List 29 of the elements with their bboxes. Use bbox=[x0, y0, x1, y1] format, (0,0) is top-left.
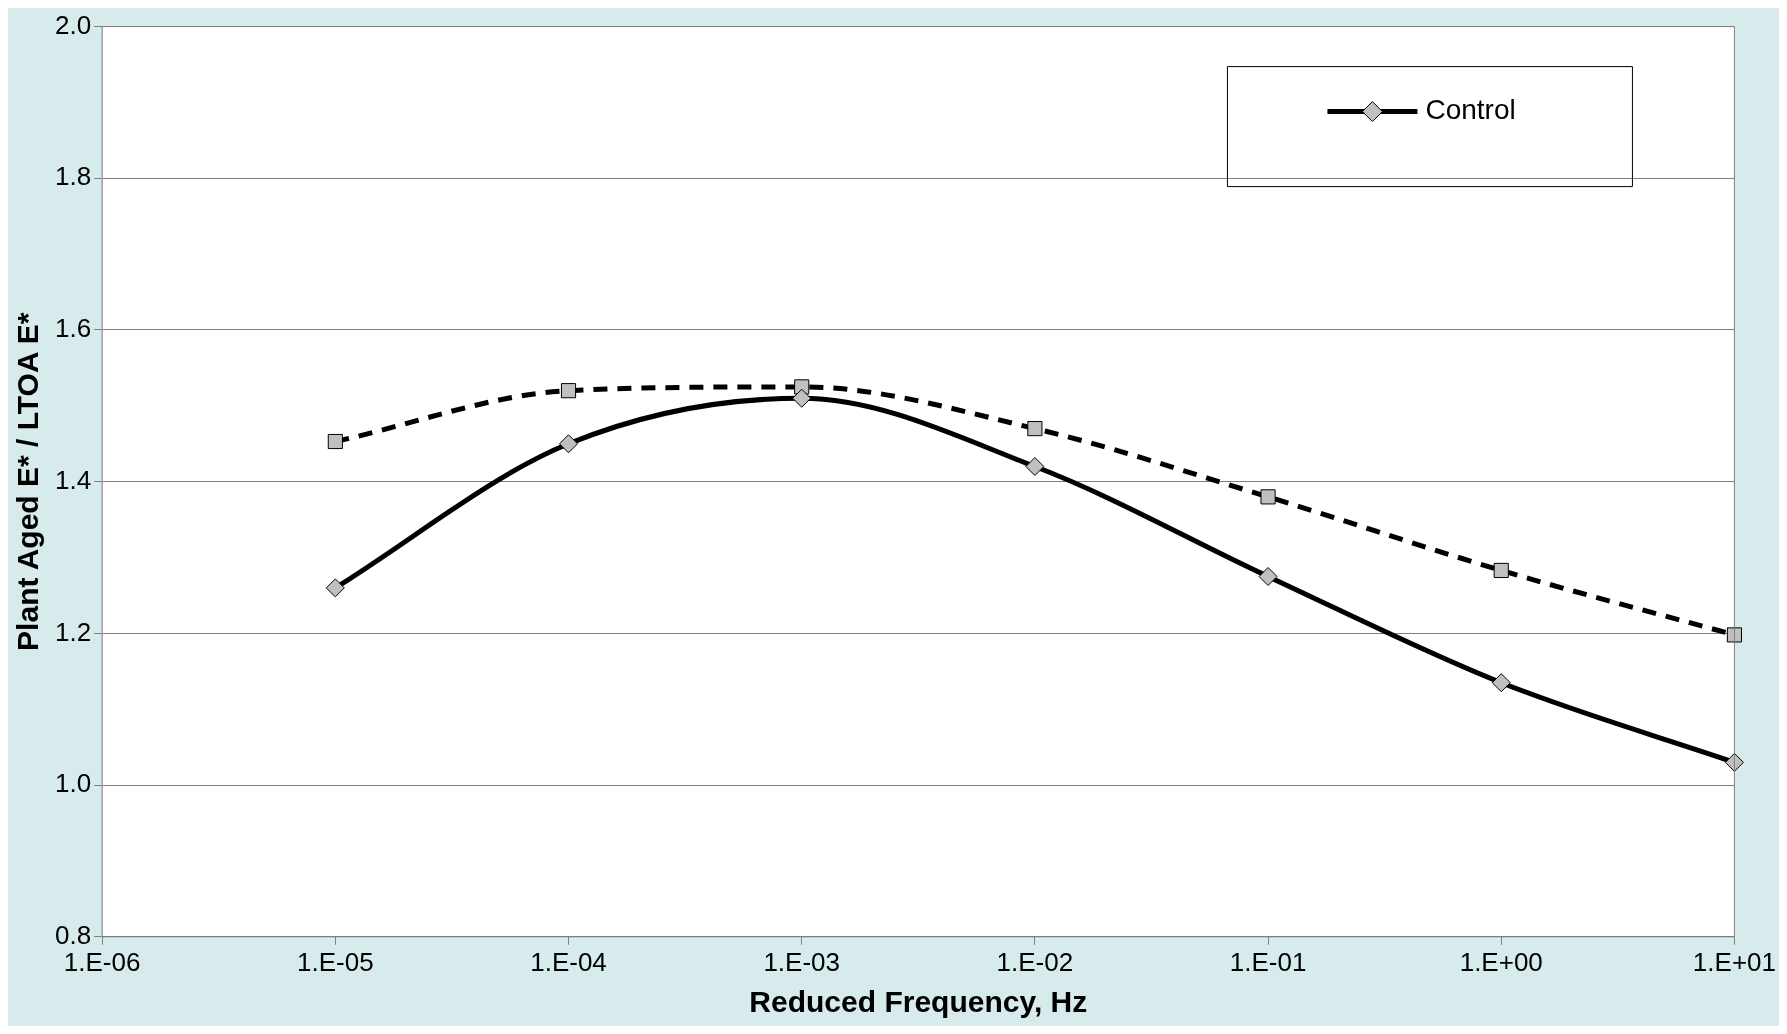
x-tick-label: 1.E-05 bbox=[297, 946, 374, 977]
x-tick-label: 1.E+01 bbox=[1692, 946, 1777, 977]
point bbox=[1260, 489, 1276, 505]
point bbox=[1491, 673, 1511, 693]
x-tick-label: 1.E-04 bbox=[530, 946, 607, 977]
x-tick-label: 1.E+00 bbox=[1459, 946, 1543, 977]
y-tick-label: 1.4 bbox=[54, 464, 92, 495]
y-tick-label: 1.0 bbox=[54, 768, 92, 799]
legend-label: Control bbox=[1425, 94, 1516, 126]
y-tick-label: 1.8 bbox=[54, 161, 92, 192]
point bbox=[1724, 752, 1744, 772]
point bbox=[325, 578, 345, 598]
point bbox=[559, 434, 579, 454]
point bbox=[1258, 567, 1278, 587]
point bbox=[1726, 627, 1743, 643]
point bbox=[1493, 562, 1509, 579]
point bbox=[792, 388, 812, 408]
y-tick-label: 1.2 bbox=[54, 616, 92, 647]
x-tick-label: 1.E-01 bbox=[1229, 946, 1307, 977]
x-tick-label: 1.E-03 bbox=[763, 946, 840, 977]
y-axis-title: Plant Aged E* / LTOA E* bbox=[11, 312, 45, 651]
x-tick-label: 1.E-02 bbox=[996, 946, 1074, 977]
point bbox=[560, 383, 577, 399]
x-axis-title: Reduced Frequency, Hz bbox=[749, 985, 1088, 1019]
y-tick-label: 1.6 bbox=[54, 313, 92, 344]
y-tick-label: 2.0 bbox=[54, 9, 92, 40]
point bbox=[1025, 457, 1045, 477]
point bbox=[327, 433, 343, 450]
point bbox=[1027, 421, 1043, 437]
